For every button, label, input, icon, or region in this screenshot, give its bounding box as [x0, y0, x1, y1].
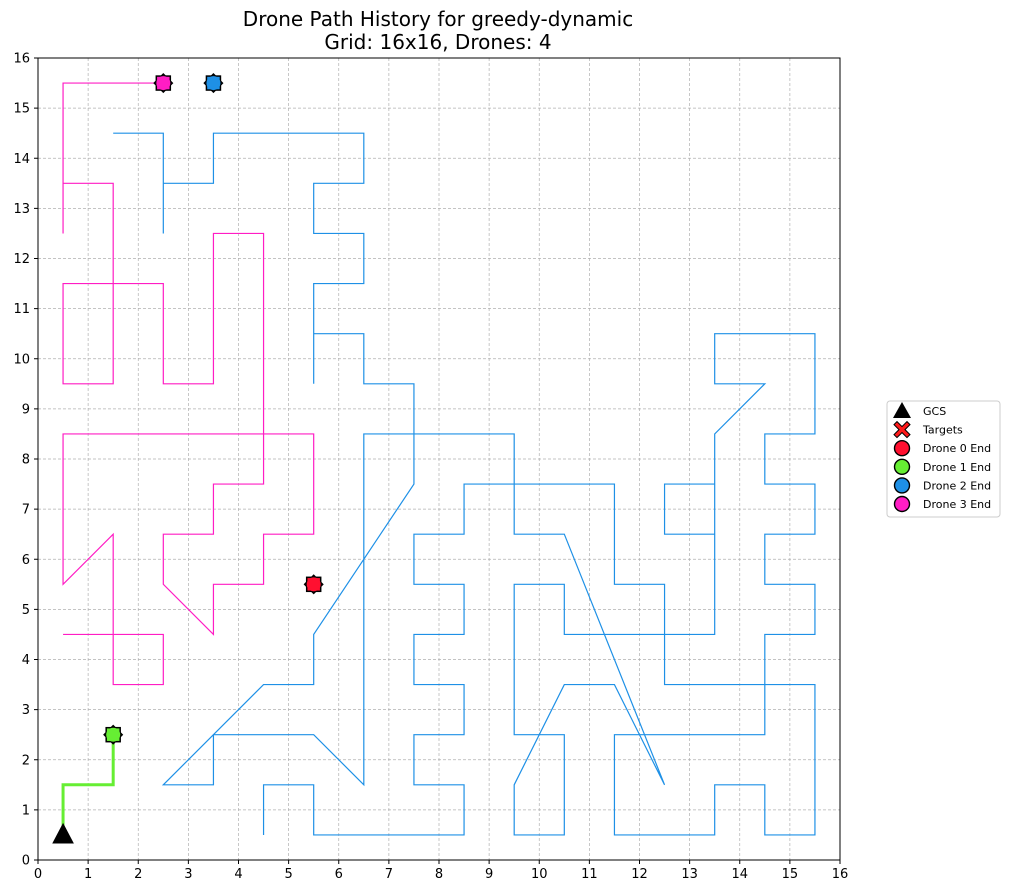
legend-box — [886, 400, 1001, 518]
drone-2-end-marker — [203, 73, 224, 94]
x-tick-label: 2 — [134, 867, 142, 882]
legend-gcs-icon — [893, 402, 911, 418]
legend-end-icon — [893, 440, 911, 457]
x-tick-label: 0 — [34, 867, 42, 882]
y-tick-label: 1 — [22, 803, 30, 818]
y-tick-label: 12 — [13, 252, 30, 267]
legend-entry: Drone 2 End — [893, 477, 991, 494]
legend-targets-icon — [893, 420, 911, 439]
legend-entry: Targets — [893, 420, 963, 439]
y-tick-label: 2 — [22, 753, 30, 768]
x-tick-label: 10 — [531, 867, 548, 882]
legend-entry: Drone 1 End — [893, 458, 991, 475]
legend: GCS Targets Drone 0 End Drone 1 End Drone 2 … — [886, 400, 1001, 518]
drone-3-end-marker — [153, 73, 174, 94]
legend-label: Drone 3 End — [923, 498, 991, 511]
legend-label: Drone 2 End — [923, 479, 991, 492]
y-tick-label: 11 — [13, 302, 30, 317]
chart-subtitle: Grid: 16x16, Drones: 4 — [324, 30, 551, 54]
x-tick-label: 14 — [731, 867, 748, 882]
y-tick-label: 9 — [22, 402, 30, 417]
x-tick-label: 15 — [782, 867, 799, 882]
x-tick-label: 1 — [84, 867, 92, 882]
y-tick-label: 7 — [22, 503, 30, 518]
x-tick-label: 5 — [284, 867, 292, 882]
y-tick-label: 4 — [22, 653, 30, 668]
x-tick-label: 4 — [234, 867, 242, 882]
end-marker-circle — [206, 76, 221, 91]
drone-2-path — [113, 132, 816, 836]
legend-end-icon — [893, 477, 911, 494]
x-tick-label: 11 — [581, 867, 598, 882]
x-tick-label: 16 — [832, 867, 849, 882]
x-tick-label: 8 — [435, 867, 443, 882]
x-axis-ticks: 0 1 2 3 4 5 6 7 8 9 10 11 12 13 14 15 16 — [34, 860, 848, 882]
legend-entry: Drone 3 End — [893, 495, 991, 513]
drone-3-path — [62, 82, 315, 686]
end-marker-circle — [156, 76, 171, 91]
drone-0-end-marker — [303, 574, 324, 595]
x-tick-label: 12 — [631, 867, 648, 882]
legend-label: Drone 1 End — [923, 461, 991, 474]
gcs-marker — [52, 822, 74, 844]
y-tick-label: 6 — [22, 553, 30, 568]
legend-end-icon — [893, 495, 911, 513]
x-tick-label: 7 — [385, 867, 393, 882]
drone-paths — [61, 82, 816, 836]
legend-entry: Drone 0 End — [893, 440, 991, 457]
legend-end-icon — [893, 458, 911, 475]
x-tick-label: 3 — [184, 867, 192, 882]
y-tick-label: 0 — [22, 854, 30, 869]
y-tick-label: 3 — [22, 703, 30, 718]
end-marker-circle — [106, 727, 121, 742]
y-tick-label: 14 — [13, 152, 30, 167]
legend-label: GCS — [923, 405, 946, 418]
y-tick-label: 15 — [13, 102, 30, 117]
drone-1-path — [61, 734, 115, 835]
x-tick-label: 9 — [485, 867, 493, 882]
y-tick-label: 8 — [22, 453, 30, 468]
legend-label: Drone 0 End — [923, 442, 991, 455]
chart-title: Drone Path History for greedy-dynamic — [243, 7, 633, 31]
y-tick-label: 13 — [13, 202, 30, 217]
markers — [52, 73, 324, 844]
y-tick-label: 5 — [22, 603, 30, 618]
grid-lines — [38, 58, 840, 860]
end-marker-circle — [306, 577, 321, 592]
x-tick-label: 6 — [335, 867, 343, 882]
y-tick-label: 10 — [13, 352, 30, 367]
x-tick-label: 13 — [681, 867, 698, 882]
y-tick-label: 16 — [13, 52, 30, 67]
legend-label: Targets — [922, 424, 963, 437]
legend-entry: GCS — [893, 402, 946, 418]
drone-1-end-marker — [103, 724, 124, 745]
